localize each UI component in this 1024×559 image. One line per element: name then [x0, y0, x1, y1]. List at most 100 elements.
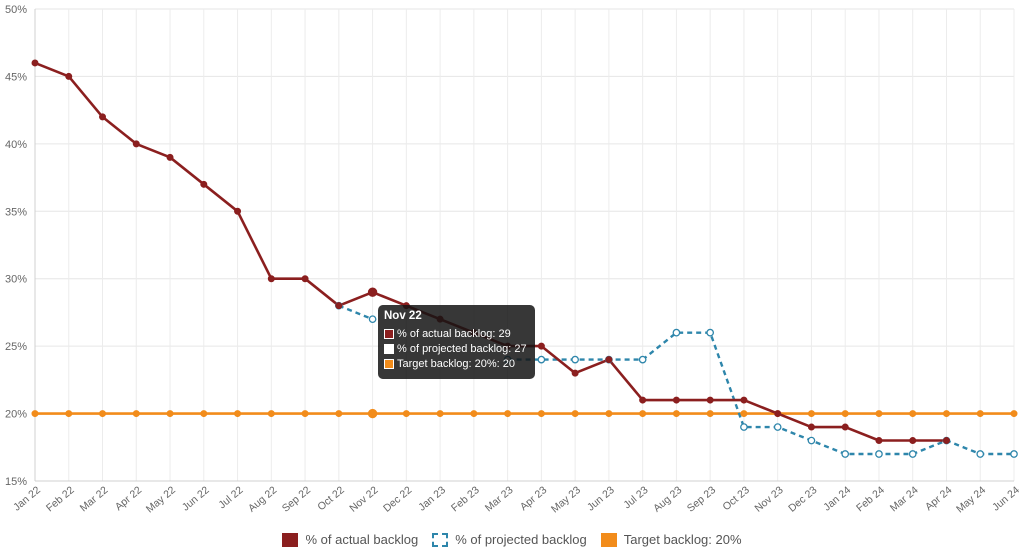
x-tick-label: Mar 24	[888, 484, 921, 514]
data-point-projected[interactable]	[976, 450, 985, 458]
data-point-projected[interactable]	[1010, 450, 1018, 458]
data-point-actual[interactable]	[605, 356, 613, 364]
data-point-actual[interactable]	[335, 302, 343, 310]
x-tick-label: Dec 22	[381, 484, 414, 515]
data-point-target[interactable]	[402, 410, 410, 418]
data-point-projected[interactable]	[706, 328, 715, 337]
data-point-actual[interactable]	[234, 207, 242, 215]
series-points	[31, 59, 1018, 458]
data-point-projected[interactable]	[773, 423, 782, 431]
data-point-actual[interactable]	[875, 437, 883, 445]
data-point-target[interactable]	[571, 410, 579, 418]
legend-swatch-projected	[432, 532, 449, 547]
x-tick-label: Jan 23	[416, 484, 448, 514]
x-tick-label: Oct 23	[720, 484, 752, 513]
data-point-target[interactable]	[605, 410, 613, 418]
data-point-target[interactable]	[132, 410, 140, 418]
series-line-actual	[34, 61, 947, 442]
x-tick-label: Mar 22	[78, 484, 111, 514]
x-tick-label: Apr 24	[923, 484, 955, 513]
data-point-actual[interactable]	[639, 396, 647, 404]
data-point-actual[interactable]	[132, 140, 140, 148]
legend-item-projected[interactable]: % of projected backlog	[432, 532, 587, 547]
data-point-target[interactable]	[267, 410, 275, 418]
data-point-actual[interactable]	[672, 396, 680, 404]
data-point-target[interactable]	[504, 410, 512, 418]
data-point-actual[interactable]	[367, 287, 378, 297]
data-point-target[interactable]	[335, 410, 343, 418]
data-point-projected[interactable]	[807, 436, 816, 445]
data-point-target[interactable]	[942, 410, 950, 418]
data-point-actual[interactable]	[65, 72, 73, 80]
y-tick-label: 40%	[5, 139, 27, 151]
data-point-target[interactable]	[909, 410, 917, 418]
data-point-actual[interactable]	[571, 369, 579, 377]
data-point-projected[interactable]	[368, 315, 377, 324]
data-point-target[interactable]	[740, 410, 748, 418]
data-point-target[interactable]	[65, 410, 73, 418]
data-point-target[interactable]	[166, 410, 174, 418]
series-lines	[34, 61, 1014, 456]
data-point-actual[interactable]	[200, 180, 208, 188]
data-point-target[interactable]	[436, 410, 444, 418]
y-tick-label: 50%	[5, 4, 27, 16]
legend-label-target: Target backlog: 20%	[623, 532, 742, 547]
data-point-actual[interactable]	[774, 410, 782, 418]
legend-swatch-target	[600, 532, 617, 547]
x-tick-label: Feb 22	[44, 484, 77, 514]
data-point-projected[interactable]	[875, 450, 883, 458]
line-chart: 15%20%25%30%35%40%45%50% Jan 22 Feb 22 Mar…	[5, 4, 1022, 515]
data-point-actual[interactable]	[99, 113, 107, 121]
tooltip-title: Nov 22	[384, 310, 422, 322]
data-point-target[interactable]	[367, 408, 378, 419]
data-point-target[interactable]	[31, 410, 39, 418]
data-point-projected[interactable]	[672, 328, 681, 337]
data-point-actual[interactable]	[807, 423, 815, 431]
data-point-projected[interactable]	[537, 355, 546, 364]
x-tick-label: Sep 23	[685, 484, 718, 515]
data-point-target[interactable]	[537, 410, 545, 418]
legend-item-target[interactable]: Target backlog: 20%	[600, 532, 742, 547]
data-point-target[interactable]	[841, 410, 849, 418]
data-point-target[interactable]	[301, 410, 309, 418]
data-point-actual[interactable]	[537, 342, 545, 350]
data-point-actual[interactable]	[267, 275, 275, 283]
x-tick-label: Dec 23	[786, 484, 819, 515]
data-point-target[interactable]	[1010, 410, 1018, 418]
data-point-actual[interactable]	[301, 275, 309, 283]
data-point-target[interactable]	[875, 410, 883, 418]
data-point-target[interactable]	[639, 410, 647, 418]
data-point-actual[interactable]	[166, 153, 174, 161]
tooltip-swatch-projected	[384, 343, 394, 354]
legend-item-actual[interactable]: % of actual backlog	[282, 532, 418, 547]
y-tick-label: 45%	[5, 71, 27, 83]
data-point-projected[interactable]	[841, 450, 850, 458]
data-point-actual[interactable]	[740, 396, 748, 404]
data-point-actual[interactable]	[942, 437, 950, 445]
data-point-actual[interactable]	[841, 423, 849, 431]
tooltip-label-actual: % of actual backlog: 29	[397, 327, 511, 340]
chart-legend: % of actual backlog % of projected backl…	[0, 532, 1024, 547]
data-point-actual[interactable]	[31, 59, 39, 67]
data-point-target[interactable]	[99, 410, 107, 418]
data-point-projected[interactable]	[908, 450, 917, 458]
x-tick-label: May 24	[954, 484, 988, 515]
data-point-projected[interactable]	[638, 355, 647, 364]
data-point-target[interactable]	[672, 410, 680, 418]
data-point-target[interactable]	[234, 410, 242, 418]
data-point-actual[interactable]	[909, 437, 917, 445]
data-point-target[interactable]	[470, 410, 478, 418]
x-axis-ticks: Jan 22 Feb 22 Mar 22 Apr 22 May 22 Jun 22 Jul …	[11, 484, 1022, 515]
x-tick-label: Mar 23	[483, 484, 516, 514]
tooltip-label-projected: % of projected backlog: 27	[397, 342, 527, 355]
y-tick-label: 20%	[5, 409, 27, 421]
data-point-target[interactable]	[200, 410, 208, 418]
data-point-projected[interactable]	[740, 423, 748, 431]
tooltip-row-actual: % of actual backlog: 29	[384, 326, 529, 341]
data-point-target[interactable]	[807, 410, 815, 418]
data-point-actual[interactable]	[706, 396, 714, 404]
data-point-projected[interactable]	[571, 355, 579, 364]
x-tick-label: May 22	[144, 484, 178, 515]
data-point-target[interactable]	[976, 410, 984, 418]
data-point-target[interactable]	[706, 410, 714, 418]
